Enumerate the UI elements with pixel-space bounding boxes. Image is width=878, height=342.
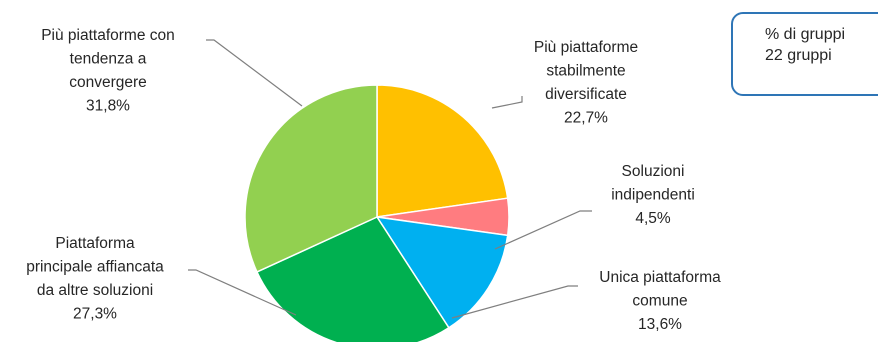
slice-label-principale-affiancata: da altre soluzioni bbox=[37, 282, 153, 299]
info-box-line-1: % di gruppi bbox=[765, 26, 846, 43]
leader-line-principale-affiancata bbox=[188, 269, 297, 316]
slice-unica-piattaforma bbox=[375, 216, 509, 329]
slice-label-principale-affiancata: principale affiancata bbox=[26, 259, 164, 276]
value-label-soluzioni-indipendenti: 4,5% bbox=[635, 210, 671, 227]
info-box-line-2: 22 gruppi bbox=[765, 47, 832, 64]
leader-lines bbox=[188, 39, 592, 319]
pie-slices bbox=[244, 84, 510, 342]
leader-line-stabilmente-diversificate bbox=[491, 96, 523, 109]
value-label-unica-piattaforma: 13,6% bbox=[638, 316, 682, 333]
value-label-tendenza-convergere: 31,8% bbox=[86, 98, 130, 115]
leader-line-unica-piattaforma bbox=[451, 285, 578, 319]
slice-label-stabilmente-diversificate: diversificate bbox=[545, 86, 627, 103]
slice-stabilmente-diversificate bbox=[376, 84, 509, 218]
slice-label-soluzioni-indipendenti: Soluzioni bbox=[622, 163, 685, 180]
slice-label-stabilmente-diversificate: stabilmente bbox=[546, 63, 625, 80]
slice-label-stabilmente-diversificate: Più piattaforme bbox=[534, 39, 638, 56]
slice-label-principale-affiancata: Piattaforma bbox=[55, 235, 135, 252]
slice-label-soluzioni-indipendenti: indipendenti bbox=[611, 187, 695, 204]
slice-label-tendenza-convergere: convergere bbox=[69, 74, 147, 91]
value-label-stabilmente-diversificate: 22,7% bbox=[564, 110, 608, 127]
slice-labels: Più piattaforme stabilmente diversificate 2… bbox=[26, 27, 721, 333]
info-box: % di gruppi 22 gruppi bbox=[731, 12, 878, 96]
slice-label-unica-piattaforma: Unica piattaforma bbox=[599, 269, 721, 286]
leader-line-soluzioni-indipendenti bbox=[494, 210, 592, 250]
slice-label-unica-piattaforma: comune bbox=[632, 293, 687, 310]
slice-tendenza-convergere bbox=[244, 84, 378, 273]
slice-principale-affiancata bbox=[255, 216, 450, 342]
slice-label-tendenza-convergere: Più piattaforme con bbox=[41, 27, 175, 44]
value-label-principale-affiancata: 27,3% bbox=[73, 306, 117, 323]
slice-label-tendenza-convergere: tendenza a bbox=[70, 51, 147, 68]
leader-line-tendenza-convergere bbox=[206, 39, 303, 107]
